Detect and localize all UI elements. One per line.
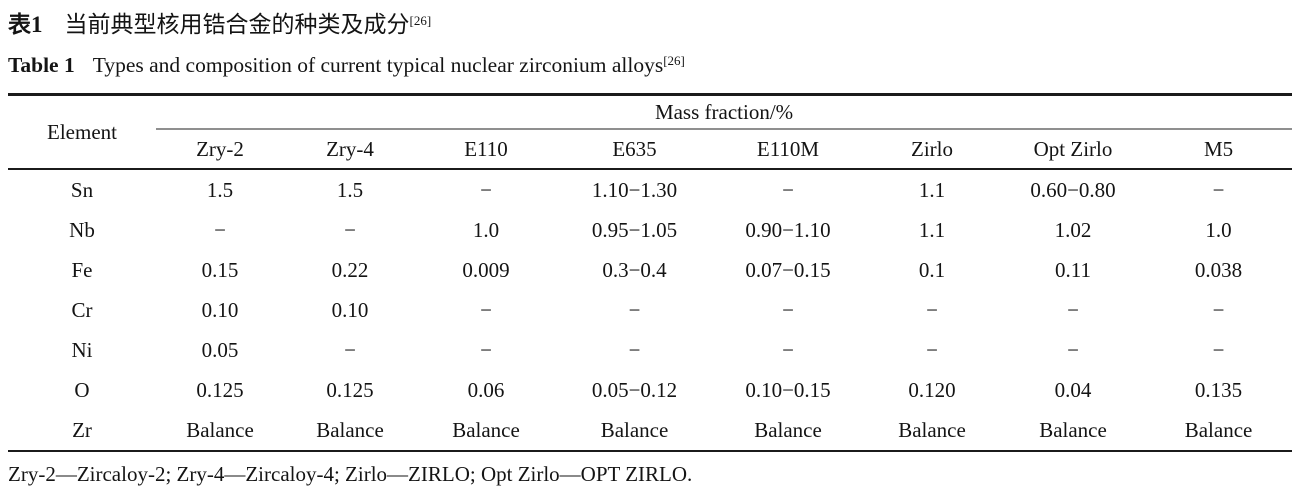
table-caption-zh: 当前典型核用锆合金的种类及成分 [64, 12, 410, 37]
value-cell: 0.10 [201, 297, 239, 322]
table-label-zh: 表1 [8, 12, 43, 37]
value-cell: 0.95−1.05 [591, 217, 678, 242]
value-cell: 1.0 [1205, 217, 1232, 242]
value-cell: 1.10−1.30 [591, 177, 678, 202]
value-cell: 1.1 [918, 177, 946, 202]
value-cell: 0.10 [331, 297, 369, 322]
value-cell: − [1067, 297, 1079, 322]
table-title-en: Table 1 Types and composition of current … [8, 50, 1292, 80]
table-title-zh: 表1 当前典型核用锆合金的种类及成分[26] [8, 8, 1292, 42]
value-cell: − [1212, 177, 1225, 202]
element-cell: Sn [70, 177, 94, 202]
value-cell: − [926, 297, 938, 322]
value-cell: 0.04 [1054, 377, 1092, 402]
table-body: Sn 1.5 1.5 − 1.10−1.30 − 1.1 0.60−0.80 − Nb − − 1.0 0… [8, 169, 1292, 451]
column-header-e110m: E110M [756, 136, 820, 161]
value-cell: − [926, 337, 938, 362]
value-cell: − [344, 217, 356, 242]
column-header-zry-4: Zry-4 [326, 136, 374, 161]
column-header-opt-zirlo: Opt Zirlo [1033, 136, 1113, 161]
value-cell: − [782, 337, 794, 362]
value-cell: 1.1 [918, 217, 946, 242]
column-header-m5: M5 [1203, 136, 1234, 161]
table-row: Cr 0.10 0.10 − − − − − − [8, 290, 1292, 330]
element-cell: Nb [69, 217, 95, 242]
value-cell: 1.0 [472, 217, 500, 242]
value-cell: − [782, 297, 794, 322]
value-cell: − [1212, 297, 1225, 322]
alloy-header-row: Zry-2 Zry-4 E110 E635 E110M Zirlo Opt Zirlo M5 [8, 129, 1292, 169]
element-cell: Ni [71, 337, 93, 362]
reference-superscript-en: [26] [663, 53, 685, 68]
value-cell: − [480, 297, 492, 322]
value-cell: 0.11 [1055, 257, 1091, 282]
value-cell: − [480, 337, 492, 362]
value-cell: 0.22 [331, 257, 369, 282]
table-row: Zr Balance Balance Balance Balance Balance Bal… [8, 410, 1292, 451]
table-row: Sn 1.5 1.5 − 1.10−1.30 − 1.1 0.60−0.80 − [8, 169, 1292, 210]
value-cell: 0.125 [326, 377, 374, 402]
value-cell: Balance [186, 417, 254, 442]
table-row: Nb − − 1.0 0.95−1.05 0.90−1.10 1.1 1.02 1.0 [8, 210, 1292, 250]
element-cell: Cr [71, 297, 93, 322]
value-cell: Balance [754, 417, 822, 442]
reference-superscript-zh: [26] [409, 13, 432, 28]
value-cell: 0.06 [467, 377, 505, 402]
value-cell: 0.038 [1194, 257, 1243, 282]
column-header-e110: E110 [464, 136, 508, 161]
value-cell: Balance [1039, 417, 1107, 442]
value-cell: Balance [316, 417, 384, 442]
element-column-header: Element [47, 119, 117, 144]
value-cell: 0.05−0.12 [591, 377, 678, 402]
value-cell: Balance [898, 417, 966, 442]
value-cell: 0.90−1.10 [745, 217, 831, 242]
column-header-zry-2: Zry-2 [196, 136, 244, 161]
value-cell: 0.07−0.15 [745, 257, 831, 282]
element-cell: Zr [72, 417, 92, 442]
value-cell: Balance [600, 417, 669, 442]
value-cell: − [782, 177, 794, 202]
table-row: Ni 0.05 − − − − − − − [8, 330, 1292, 370]
value-cell: 0.05 [201, 337, 239, 362]
value-cell: 0.60−0.80 [1030, 177, 1116, 202]
value-cell: − [344, 337, 356, 362]
value-cell: 0.15 [201, 257, 239, 282]
value-cell: − [1212, 337, 1225, 362]
value-cell: 1.5 [336, 177, 364, 202]
table-footnote: Zry-2—Zircaloy-2; Zry-4—Zircaloy-4; Zirl… [8, 462, 693, 486]
value-cell: 0.10−0.15 [745, 377, 831, 402]
column-header-zirlo: Zirlo [911, 136, 953, 161]
alloy-composition-table: Element Mass fraction/% Zry-2 Zry-4 E110 E6… [8, 93, 1293, 452]
value-cell: Balance [452, 417, 520, 442]
group-header-row: Element Mass fraction/% [8, 94, 1293, 144]
value-cell: 0.135 [1194, 377, 1243, 402]
value-cell: 1.02 [1054, 217, 1092, 242]
mass-fraction-group-header: Mass fraction/% [156, 94, 1293, 130]
value-cell: 0.125 [196, 377, 244, 402]
value-cell: − [628, 297, 641, 322]
value-cell: 0.3−0.4 [602, 257, 667, 282]
value-cell: 1.5 [206, 177, 234, 202]
value-cell: − [1067, 337, 1079, 362]
value-cell: Balance [1184, 417, 1253, 442]
value-cell: 0.1 [918, 257, 946, 282]
table-row: O 0.125 0.125 0.06 0.05−0.12 0.10−0.15 0.120 0.… [8, 370, 1292, 410]
value-cell: − [214, 217, 226, 242]
value-cell: 0.120 [908, 377, 956, 402]
value-cell: − [628, 337, 641, 362]
value-cell: − [480, 177, 492, 202]
column-header-e635: E635 [612, 136, 657, 161]
table-label-en: Table 1 [8, 53, 75, 77]
table-row: Fe 0.15 0.22 0.009 0.3−0.4 0.07−0.15 0.1 0.11 0.… [8, 250, 1292, 290]
value-cell: 0.009 [462, 257, 510, 282]
table-caption-en: Types and composition of current typical… [92, 53, 664, 77]
element-cell: Fe [71, 257, 93, 282]
element-cell: O [74, 377, 90, 402]
